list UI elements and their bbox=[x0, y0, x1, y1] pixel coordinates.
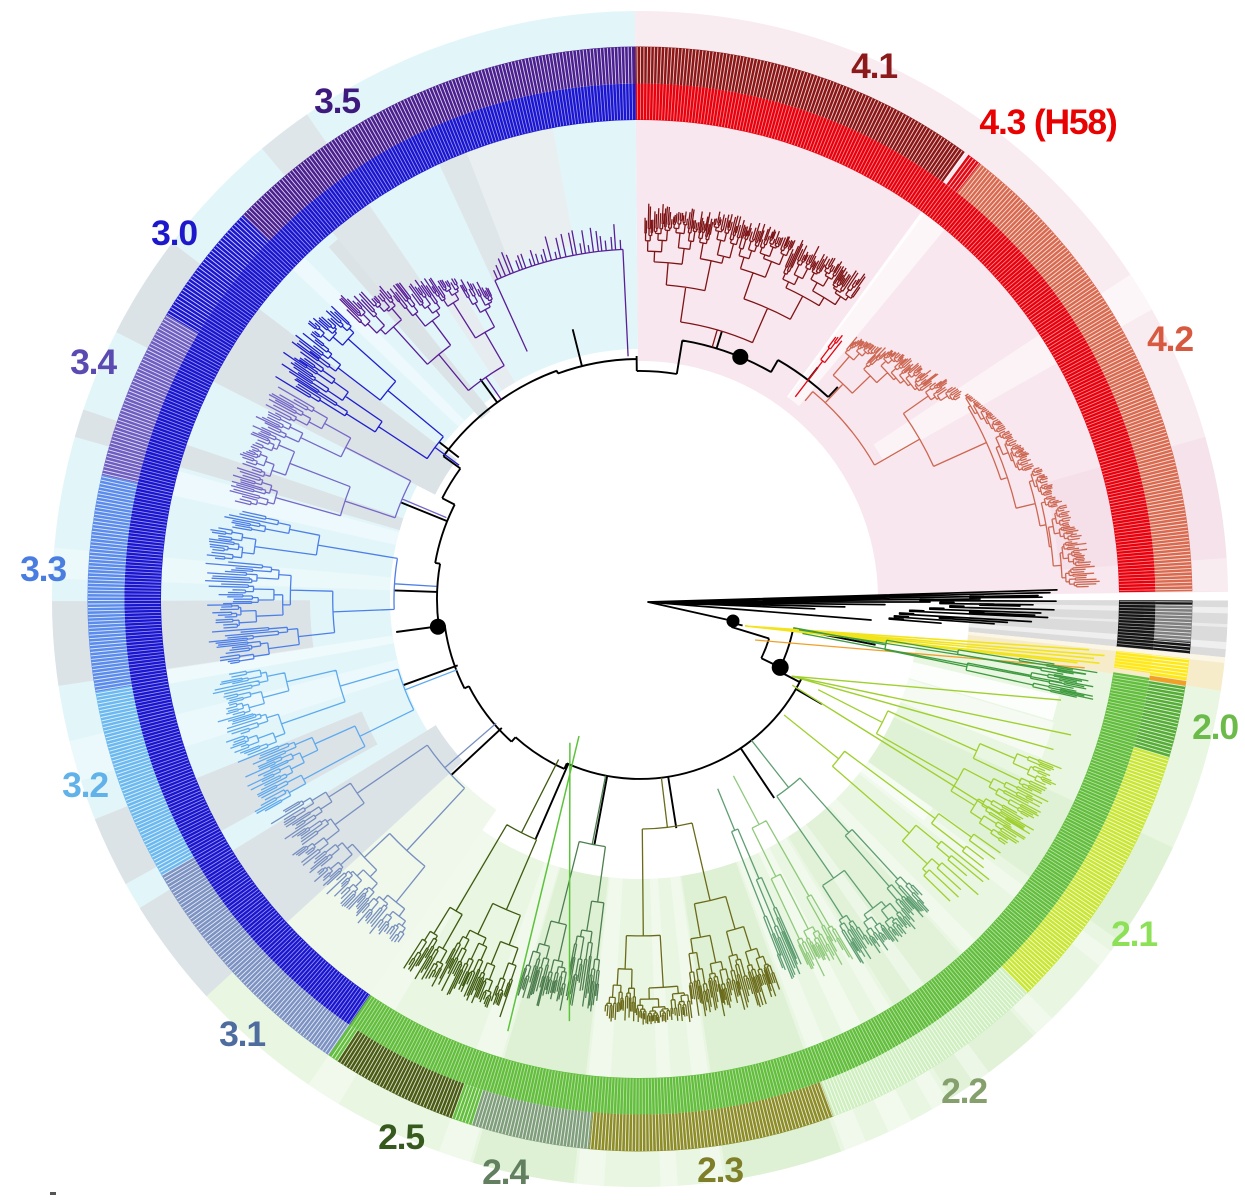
svg-text:2.5: 2.5 bbox=[378, 1117, 424, 1157]
svg-text:2.0: 2.0 bbox=[1192, 707, 1238, 747]
svg-text:3.3: 3.3 bbox=[20, 549, 66, 589]
svg-text:4.3 (H58): 4.3 (H58) bbox=[979, 102, 1117, 142]
svg-text:2.1: 2.1 bbox=[1111, 914, 1157, 954]
svg-text:3.4: 3.4 bbox=[70, 342, 117, 382]
svg-text:3.2: 3.2 bbox=[62, 765, 108, 805]
svg-text:2.2: 2.2 bbox=[941, 1071, 987, 1111]
svg-text:3.5: 3.5 bbox=[314, 81, 360, 121]
svg-text:4.1: 4.1 bbox=[851, 46, 897, 86]
svg-text:3.1: 3.1 bbox=[219, 1014, 265, 1054]
svg-text:2.4: 2.4 bbox=[482, 1152, 529, 1192]
svg-text:3.0: 3.0 bbox=[151, 213, 197, 253]
svg-text:2.3: 2.3 bbox=[697, 1150, 743, 1190]
svg-text:4.2: 4.2 bbox=[1147, 319, 1193, 359]
